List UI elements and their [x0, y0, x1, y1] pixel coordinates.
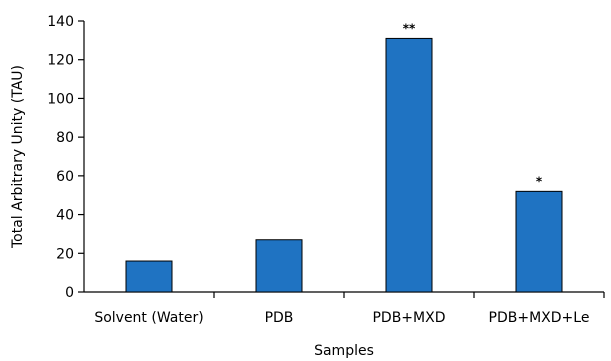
significance-marker: * [536, 174, 543, 188]
y-tick-label: 0 [65, 285, 74, 301]
x-tick-label: Solvent (Water) [94, 310, 203, 326]
x-axis: Solvent (Water) PDB PDB+MXD PDB+MXD+Le [84, 291, 605, 326]
y-tick-label: 100 [47, 91, 74, 107]
y-axis: 0 20 40 60 80 100 120 140 [47, 14, 85, 301]
y-tick-label: 20 [56, 246, 74, 262]
x-tick-label: PDB+MXD+Le [489, 310, 590, 326]
y-axis-title: Total Arbitrary Unity (TAU) [10, 65, 26, 249]
bar-solvent-water [125, 260, 173, 293]
bar-pdb-mxd-le [515, 190, 563, 293]
bar-pdb-mxd [385, 37, 433, 293]
x-axis-title: Samples [314, 343, 374, 359]
significance-marker: ** [403, 21, 416, 35]
x-tick-label: PDB+MXD [372, 310, 445, 326]
significance-annotations: *** [403, 21, 543, 188]
y-tick-label: 40 [56, 208, 74, 224]
bar-pdb [255, 239, 303, 293]
bars [125, 37, 563, 293]
x-tick-label: PDB [265, 310, 294, 326]
y-tick-label: 120 [47, 53, 74, 69]
y-tick-label: 140 [47, 14, 74, 30]
y-tick-label: 60 [56, 169, 74, 185]
y-tick-label: 80 [56, 130, 74, 146]
